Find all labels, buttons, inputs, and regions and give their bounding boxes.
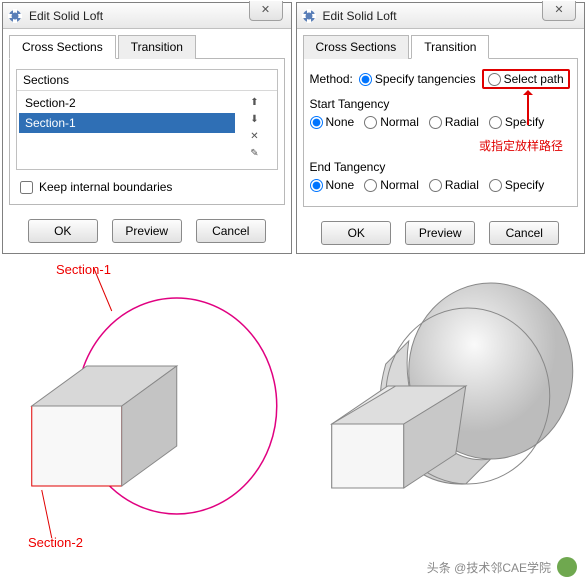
tab-cross-sections[interactable]: Cross Sections xyxy=(9,35,116,59)
section2-label: Section-2 xyxy=(28,535,83,550)
preview-button[interactable]: Preview xyxy=(405,221,475,245)
start-radial[interactable]: Radial xyxy=(429,115,479,129)
cancel-button[interactable]: Cancel xyxy=(489,221,559,245)
annotation-text: 或指定放样路径 xyxy=(310,137,564,154)
delete-icon[interactable]: ✕ xyxy=(245,131,265,142)
start-specify[interactable]: Specify xyxy=(489,115,544,129)
figure-left: Section-1 Section-2 xyxy=(0,256,294,556)
method-specify-tangencies[interactable]: Specify tangencies xyxy=(359,72,476,86)
dialog-transition: ✕ Edit Solid Loft Cross Sections Transit… xyxy=(296,2,586,254)
close-button[interactable]: ✕ xyxy=(542,1,576,21)
edit-icon[interactable]: ✎ xyxy=(245,148,265,159)
end-specify[interactable]: Specify xyxy=(489,178,544,192)
end-normal[interactable]: Normal xyxy=(364,178,419,192)
start-none[interactable]: None xyxy=(310,115,355,129)
end-tangency-label: End Tangency xyxy=(310,160,572,174)
sections-group: Sections Section-2 Section-1 ⬆ ⬇ ✕ ✎ xyxy=(16,69,278,170)
sections-label: Sections xyxy=(17,70,277,91)
list-item[interactable]: Section-1 xyxy=(19,113,235,133)
watermark-icon xyxy=(557,557,577,577)
keep-internal-input[interactable] xyxy=(20,181,33,194)
tab-transition[interactable]: Transition xyxy=(411,35,489,59)
loft-before-svg xyxy=(0,256,294,556)
watermark: 头条 @技术邻CAE学院 xyxy=(427,557,577,577)
ok-button[interactable]: OK xyxy=(28,219,98,243)
close-button[interactable]: ✕ xyxy=(249,1,283,21)
start-normal[interactable]: Normal xyxy=(364,115,419,129)
method-label: Method: xyxy=(310,72,353,86)
end-tangency-options: None Normal Radial Specify xyxy=(310,178,572,192)
tab-cross-sections[interactable]: Cross Sections xyxy=(303,35,410,59)
titlebar: Edit Solid Loft xyxy=(3,3,291,29)
move-up-icon[interactable]: ⬆ xyxy=(245,97,265,108)
end-none[interactable]: None xyxy=(310,178,355,192)
loft-after-svg xyxy=(294,256,587,556)
tabs: Cross Sections Transition xyxy=(303,35,579,59)
preview-button[interactable]: Preview xyxy=(112,219,182,243)
figure-right xyxy=(294,256,587,556)
start-tangency-options: None Normal Radial Specify xyxy=(310,115,572,129)
end-radial[interactable]: Radial xyxy=(429,178,479,192)
tab-transition[interactable]: Transition xyxy=(118,35,196,59)
annotation-arrow xyxy=(527,91,529,125)
titlebar: Edit Solid Loft xyxy=(297,3,585,29)
keep-internal-checkbox[interactable]: Keep internal boundaries xyxy=(20,180,274,194)
move-down-icon[interactable]: ⬇ xyxy=(245,114,265,125)
section1-label: Section-1 xyxy=(56,262,111,277)
dialog-title: Edit Solid Loft xyxy=(29,9,287,23)
dialog-cross-sections: ✕ Edit Solid Loft Cross Sections Transit… xyxy=(2,2,292,254)
list-item[interactable]: Section-2 xyxy=(19,93,235,113)
ok-button[interactable]: OK xyxy=(321,221,391,245)
cancel-button[interactable]: Cancel xyxy=(196,219,266,243)
tabs: Cross Sections Transition xyxy=(9,35,285,59)
start-tangency-label: Start Tangency xyxy=(310,97,572,111)
app-icon xyxy=(301,8,317,24)
app-icon xyxy=(7,8,23,24)
